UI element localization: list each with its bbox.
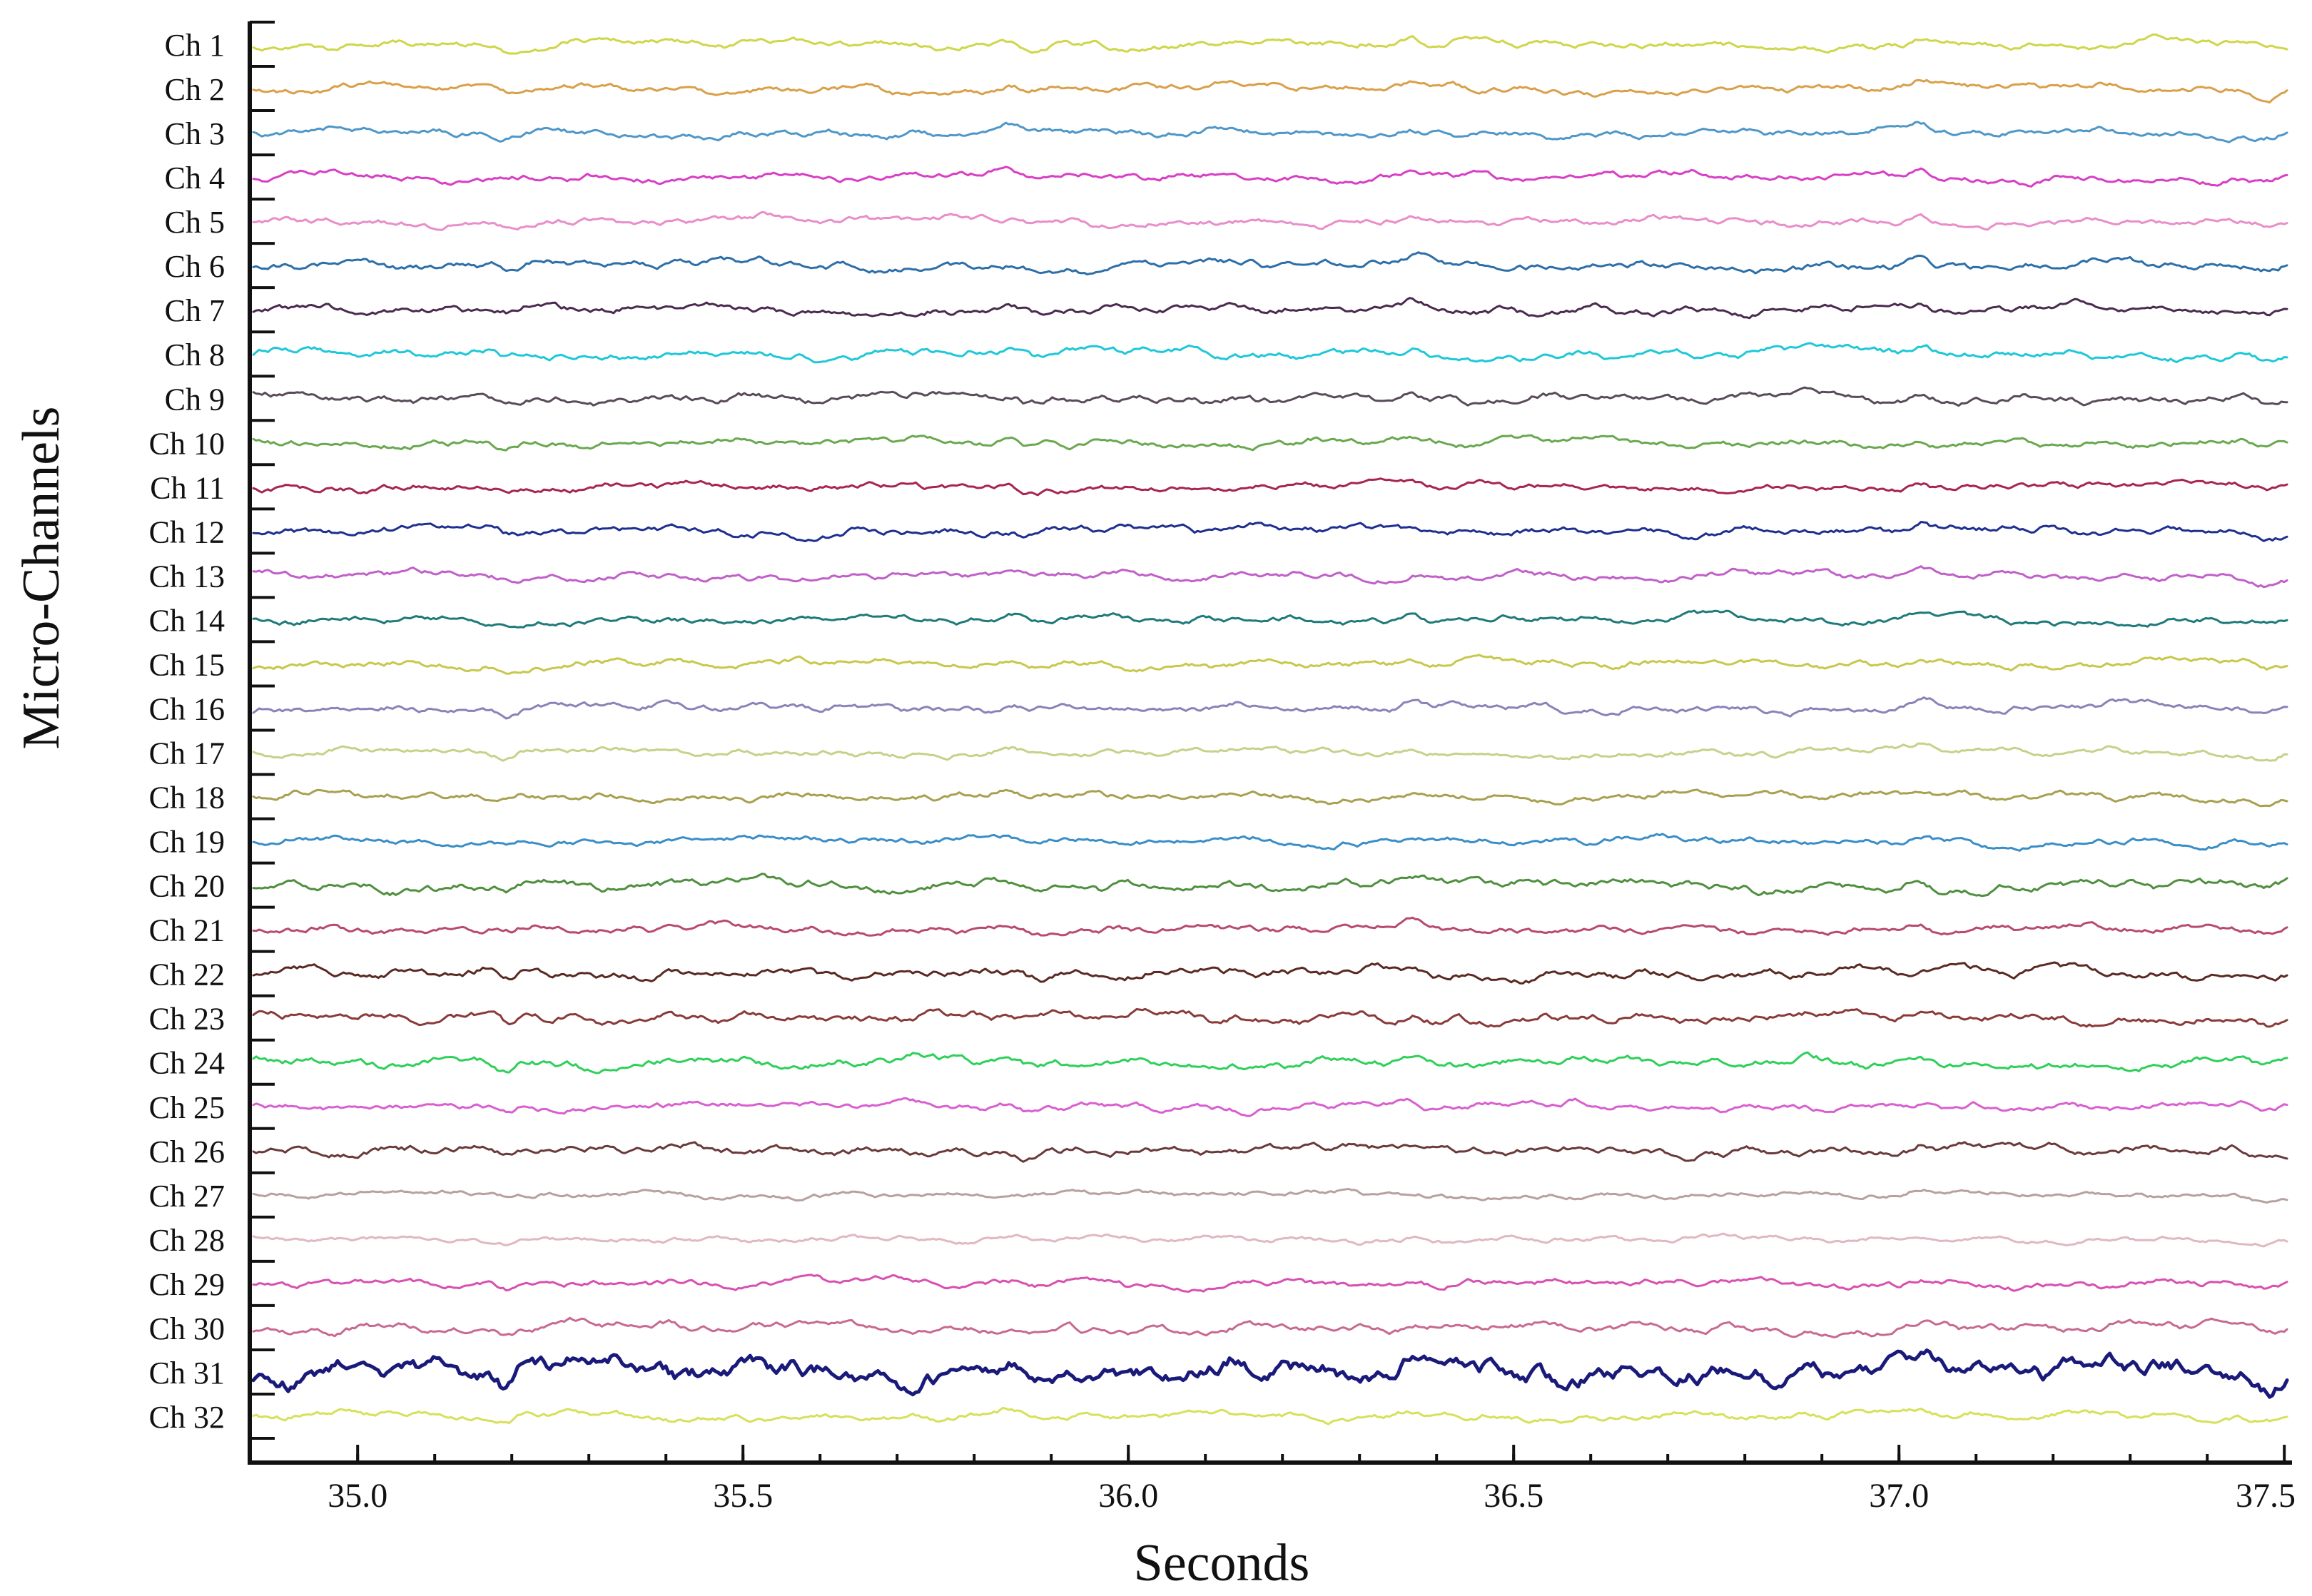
x-tick-label: 36.5 (1484, 1477, 1543, 1515)
trace-ch-17 (252, 742, 2288, 762)
trace-ch-14 (252, 609, 2288, 629)
channel-label: Ch 29 (149, 1267, 225, 1302)
trace-ch-5 (252, 210, 2288, 231)
trace-ch-6 (252, 251, 2288, 275)
channel-labels-group: Ch 1 Ch 2 Ch 3 Ch 4 Ch 5 Ch 6 Ch 7 Ch 8 Ch 9 Ch 1… (149, 28, 225, 1435)
channel-label: Ch 28 (149, 1223, 225, 1258)
channel-label: Ch 4 (165, 161, 225, 195)
trace-ch-10 (252, 434, 2288, 452)
channel-label: Ch 27 (149, 1179, 225, 1214)
trace-ch-22 (252, 961, 2288, 985)
x-tick-label: 35.5 (713, 1477, 773, 1515)
channel-label: Ch 22 (149, 957, 225, 992)
x-tick-label: 35.0 (328, 1477, 387, 1515)
channel-label: Ch 3 (165, 116, 225, 151)
channel-label: Ch 16 (149, 691, 225, 726)
channel-label: Ch 14 (149, 603, 225, 638)
channel-label: Ch 24 (149, 1046, 225, 1081)
channel-label: Ch 1 (165, 28, 225, 63)
y-ticks-group (250, 20, 275, 1440)
trace-ch-12 (252, 521, 2288, 542)
traces-group (251, 33, 2289, 1425)
channel-label: Ch 11 (150, 470, 225, 505)
channel-label: Ch 8 (165, 337, 225, 372)
trace-ch-18 (252, 788, 2288, 808)
trace-ch-7 (252, 297, 2288, 320)
trace-ch-3 (252, 121, 2288, 143)
channel-label: Ch 17 (149, 736, 225, 771)
trace-ch-32 (252, 1406, 2288, 1425)
channel-label: Ch 13 (149, 559, 225, 594)
trace-ch-9 (252, 386, 2288, 407)
channel-label: Ch 26 (149, 1134, 225, 1169)
channel-label: Ch 19 (149, 825, 225, 860)
trace-ch-29 (252, 1274, 2288, 1293)
trace-ch-30 (252, 1316, 2288, 1338)
channel-label: Ch 20 (149, 869, 225, 904)
trace-ch-31 (251, 1348, 2289, 1399)
channel-label: Ch 15 (149, 647, 225, 682)
trace-ch-1 (252, 33, 2288, 55)
trace-ch-19 (252, 833, 2288, 852)
trace-ch-20 (252, 873, 2288, 898)
trace-ch-4 (252, 166, 2288, 188)
channel-label: Ch 2 (165, 72, 225, 107)
channel-label: Ch 10 (149, 426, 225, 461)
channel-label: Ch 9 (165, 382, 225, 417)
x-axis: 35.0 35.5 36.0 36.5 37.0 37.5 (328, 1445, 2296, 1515)
channel-label: Ch 32 (149, 1400, 225, 1435)
channel-label: Ch 6 (165, 249, 225, 284)
x-tick-label: 36.0 (1098, 1477, 1158, 1515)
trace-ch-27 (252, 1187, 2288, 1204)
trace-ch-16 (252, 696, 2288, 720)
x-axis-title: Seconds (1134, 1534, 1310, 1592)
x-tick-label: 37.5 (2236, 1477, 2296, 1515)
y-axis-title: Micro-Channels (12, 407, 71, 750)
trace-ch-8 (252, 342, 2288, 364)
trace-ch-24 (252, 1051, 2288, 1074)
trace-ch-23 (252, 1007, 2288, 1028)
trace-ch-11 (252, 477, 2288, 497)
channel-label: Ch 25 (149, 1090, 225, 1125)
channel-label: Ch 5 (165, 205, 225, 240)
trace-ch-21 (252, 916, 2288, 937)
channel-label: Ch 21 (149, 913, 225, 948)
channel-label: Ch 23 (149, 1002, 225, 1037)
channel-label: Ch 7 (165, 293, 225, 328)
trace-ch-28 (252, 1232, 2288, 1248)
trace-ch-2 (252, 78, 2288, 103)
trace-ch-26 (252, 1141, 2288, 1163)
channel-label: Ch 12 (149, 514, 225, 549)
trace-ch-13 (252, 565, 2288, 589)
channel-label: Ch 30 (149, 1311, 225, 1346)
trace-ch-25 (252, 1097, 2288, 1117)
x-tick-label: 37.0 (1869, 1477, 1929, 1515)
channel-label: Ch 18 (149, 781, 225, 815)
trace-ch-15 (252, 654, 2288, 675)
channel-label: Ch 31 (149, 1356, 225, 1391)
